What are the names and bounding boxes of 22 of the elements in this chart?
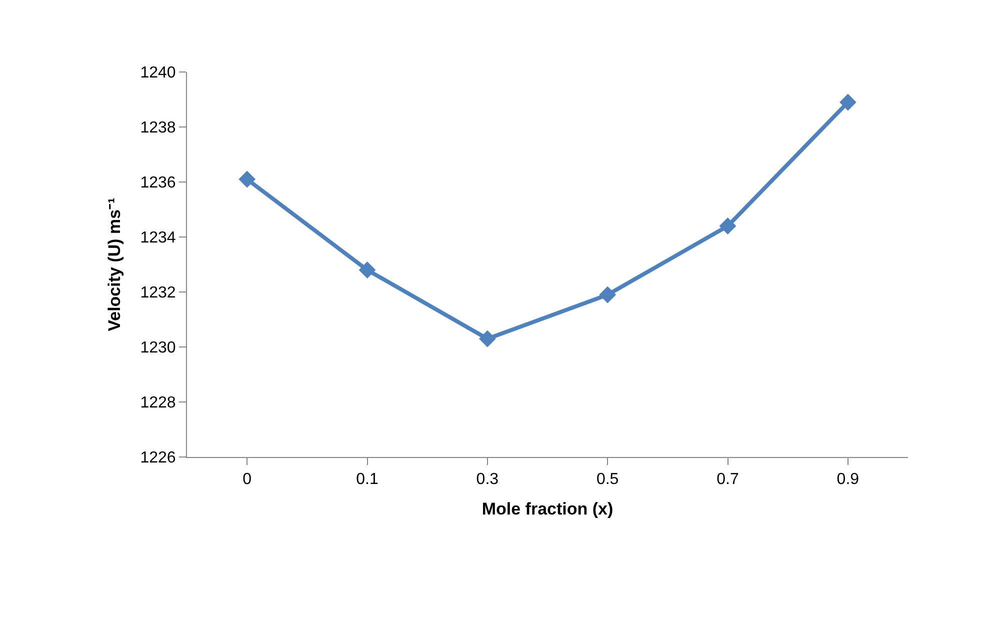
y-tick-label: 1228: [140, 394, 176, 412]
y-axis-title: Velocity (U) ms⁻¹: [104, 197, 124, 332]
x-tick-label: 0.3: [476, 471, 499, 488]
y-tick-label: 1226: [140, 450, 176, 467]
x-tick-label: 0.1: [356, 471, 378, 488]
y-tick-label: 1236: [140, 174, 176, 192]
y-tick-label: 1234: [140, 230, 176, 247]
point: [358, 262, 376, 278]
point: [839, 94, 856, 111]
y-tick-label: 1230: [140, 340, 176, 357]
y-tick-label: 1238: [140, 120, 176, 137]
x-axis-title: Mole fraction (x): [482, 500, 614, 519]
x-tick-label: 0.5: [596, 471, 619, 488]
y-tick-label: 1232: [140, 284, 176, 302]
x-tick-label: 0.7: [716, 471, 739, 488]
point: [599, 286, 616, 304]
x-tick-label: 0.9: [836, 471, 860, 488]
point: [238, 170, 256, 188]
x-tick-label: 0: [242, 471, 252, 488]
point: [478, 330, 496, 348]
y-tick-label: 1240: [140, 64, 176, 82]
point: [719, 218, 736, 234]
